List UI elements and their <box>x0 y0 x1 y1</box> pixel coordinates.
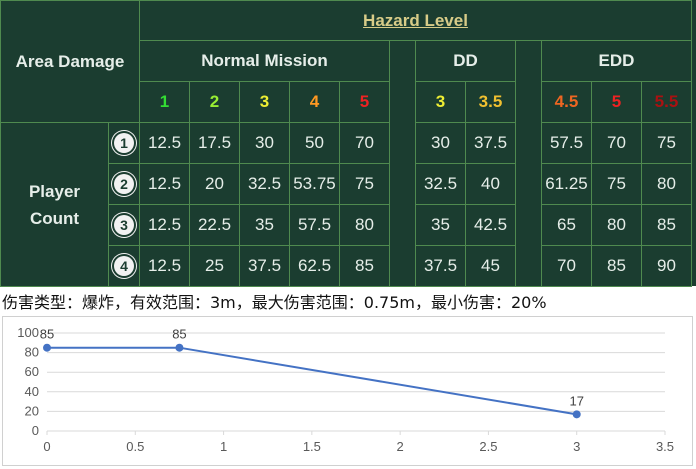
damage-cell: 53.75 <box>289 163 340 205</box>
hazard-level-cell: 5 <box>339 81 390 123</box>
hazard-level-cell: 3.5 <box>465 81 516 123</box>
data-label: 85 <box>40 327 54 342</box>
player-count-header: Player Count <box>0 122 109 287</box>
y-tick-label: 100 <box>17 325 39 340</box>
data-point <box>43 343 51 352</box>
player-3-badge-icon: 3 <box>114 215 134 235</box>
damage-cell: 80 <box>591 204 642 246</box>
damage-cell: 45 <box>465 245 516 287</box>
damage-cell: 75 <box>339 163 390 205</box>
x-tick-label: 3 <box>573 439 580 454</box>
player-count-badge-cell: 4 <box>108 245 140 287</box>
damage-cell: 85 <box>591 245 642 287</box>
damage-cell: 30 <box>239 122 290 164</box>
damage-cell: 12.5 <box>139 204 190 246</box>
x-tick-label: 2 <box>397 439 404 454</box>
damage-cell: 65 <box>541 204 592 246</box>
damage-cell: 32.5 <box>415 163 466 205</box>
damage-cell: 57.5 <box>289 204 340 246</box>
damage-cell: 75 <box>591 163 642 205</box>
area-damage-table: Area Damage Hazard Level Normal Mission … <box>0 0 692 287</box>
damage-cell: 80 <box>641 163 692 205</box>
hazard-level-cell: 1 <box>139 81 190 123</box>
damage-cell: 22.5 <box>189 204 240 246</box>
damage-cell: 37.5 <box>239 245 290 287</box>
x-tick-label: 2.5 <box>479 439 497 454</box>
x-tick-label: 1.5 <box>303 439 321 454</box>
player-count-badge-cell: 1 <box>108 122 140 164</box>
damage-cell: 70 <box>591 122 642 164</box>
damage-cell: 42.5 <box>465 204 516 246</box>
player-count-label: Player <box>28 181 81 201</box>
hazard-level-header[interactable]: Hazard Level <box>139 0 692 41</box>
damage-cell: 37.5 <box>415 245 466 287</box>
damage-cell: 20 <box>189 163 240 205</box>
hazard-level-cell: 5 <box>591 81 642 123</box>
damage-cell: 35 <box>239 204 290 246</box>
group-header-edd: EDD <box>541 40 692 82</box>
damage-cell: 70 <box>541 245 592 287</box>
damage-cell: 12.5 <box>139 163 190 205</box>
damage-cell: 40 <box>465 163 516 205</box>
damage-cell: 25 <box>189 245 240 287</box>
data-label: 17 <box>569 393 583 408</box>
hazard-level-cell: 3 <box>239 81 290 123</box>
y-tick-label: 60 <box>25 364 39 379</box>
damage-table-panel: Area Damage Hazard Level Normal Mission … <box>0 0 696 287</box>
group-header-dd: DD <box>415 40 516 82</box>
corner-header: Area Damage <box>0 0 140 123</box>
hazard-level-cell: 4.5 <box>541 81 592 123</box>
hazard-level-cell: 4 <box>289 81 340 123</box>
damage-cell: 30 <box>415 122 466 164</box>
player-count-badge-cell: 3 <box>108 204 140 246</box>
group-header-normal: Normal Mission <box>139 40 390 82</box>
hazard-level-cell: 2 <box>189 81 240 123</box>
x-tick-label: 0 <box>43 439 50 454</box>
damage-cell: 12.5 <box>139 245 190 287</box>
damage-cell: 75 <box>641 122 692 164</box>
x-tick-label: 0.5 <box>126 439 144 454</box>
damage-cell: 61.25 <box>541 163 592 205</box>
x-tick-label: 3.5 <box>656 439 674 454</box>
x-tick-label: 1 <box>220 439 227 454</box>
damage-cell: 17.5 <box>189 122 240 164</box>
damage-cell: 12.5 <box>139 122 190 164</box>
damage-cell: 35 <box>415 204 466 246</box>
damage-cell: 32.5 <box>239 163 290 205</box>
damage-falloff-chart: 0 20 40 60 80 100 0 0.5 1 1.5 2 2.5 3 3.5 85 85 17 <box>2 316 693 466</box>
player-2-badge-icon: 2 <box>114 174 134 194</box>
data-label: 85 <box>172 327 186 342</box>
hazard-level-cell: 5.5 <box>641 81 692 123</box>
damage-cell: 70 <box>339 122 390 164</box>
player-4-badge-icon: 4 <box>114 256 134 276</box>
damage-cell: 50 <box>289 122 340 164</box>
y-tick-label: 80 <box>25 345 39 360</box>
column-gap <box>389 40 416 287</box>
series-line <box>47 346 577 416</box>
damage-cell: 85 <box>641 204 692 246</box>
y-tick-label: 0 <box>32 423 39 438</box>
data-point <box>175 343 184 352</box>
column-gap <box>515 40 542 287</box>
damage-cell: 90 <box>641 245 692 287</box>
player-1-badge-icon: 1 <box>114 133 134 153</box>
damage-cell: 80 <box>339 204 390 246</box>
chart-svg: 0 20 40 60 80 100 0 0.5 1 1.5 2 2.5 3 3.5 85 85 17 <box>17 325 674 454</box>
hazard-level-link[interactable]: Hazard Level <box>363 10 468 30</box>
damage-cell: 37.5 <box>465 122 516 164</box>
y-tick-label: 40 <box>25 384 39 399</box>
player-count-label: Count <box>29 208 80 228</box>
damage-cell: 85 <box>339 245 390 287</box>
y-tick-label: 20 <box>25 403 39 418</box>
damage-cell: 57.5 <box>541 122 592 164</box>
damage-type-note: 伤害类型：爆炸，有效范围：3m，最大伤害范围：0.75m，最小伤害：20% <box>2 293 547 312</box>
damage-cell: 62.5 <box>289 245 340 287</box>
player-count-badge-cell: 2 <box>108 163 140 205</box>
data-point <box>572 410 581 419</box>
hazard-level-cell: 3 <box>415 81 466 123</box>
